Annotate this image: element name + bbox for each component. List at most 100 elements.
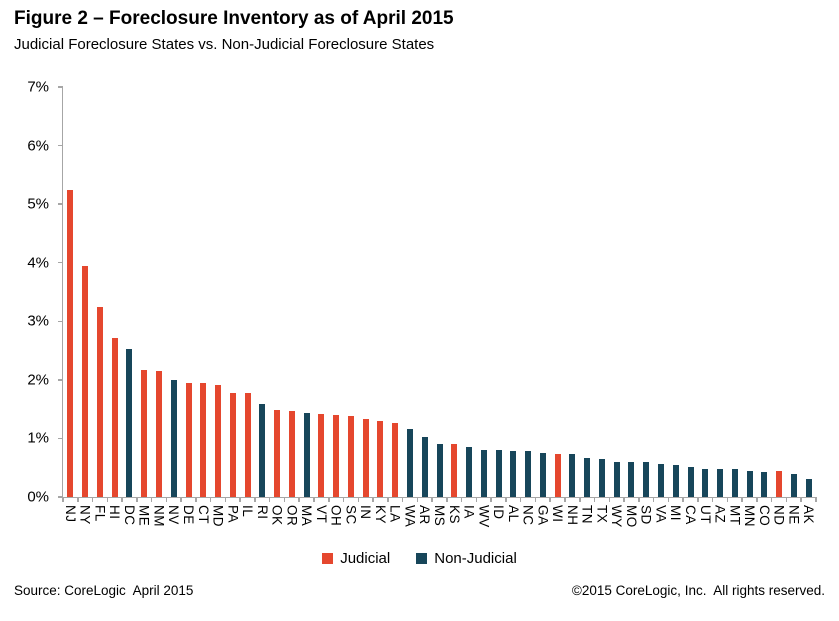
x-label-hi: HI <box>107 505 123 520</box>
x-label-mo: MO <box>623 505 639 528</box>
x-label-co: CO <box>756 505 772 527</box>
bar-chart-plot-area: 0% 1% 2% 3% 4% 5% 6% 7% NJ NY FL HI DC ME NM NV DE CT MD PA… <box>27 80 817 528</box>
y-axis-tick-label: 7% <box>27 78 49 96</box>
x-label-ut: UT <box>697 505 713 524</box>
x-axis-tick-mark <box>667 497 670 502</box>
x-axis-tick-mark <box>401 497 404 502</box>
bar-fl <box>96 306 103 497</box>
x-axis-tick-mark <box>446 497 448 502</box>
x-label-mn: MN <box>742 505 758 527</box>
legend-item-judicial: Judicial <box>322 550 390 567</box>
x-label-wv: WV <box>476 505 492 528</box>
y-axis-tick-mark <box>58 261 63 264</box>
x-label-or: OR <box>284 505 300 527</box>
x-axis-tick-mark <box>91 497 94 502</box>
bar-id <box>495 450 502 497</box>
bar-ct <box>200 383 207 497</box>
non-judicial-swatch-icon <box>416 553 428 564</box>
x-label-nd: ND <box>771 505 787 526</box>
x-label-me: ME <box>136 505 152 527</box>
bar-wv <box>480 450 487 497</box>
y-axis-tick-label: 2% <box>27 371 49 389</box>
bar-ne <box>790 474 797 497</box>
x-axis-tick-mark <box>239 497 241 502</box>
y-axis-tick-mark <box>58 379 63 381</box>
bar-nh <box>569 453 576 497</box>
x-label-ny: NY <box>77 505 93 525</box>
x-label-dc: DC <box>121 505 137 526</box>
x-axis-tick-mark <box>224 497 227 502</box>
x-axis-tick-mark <box>195 497 197 502</box>
bar-ca <box>687 467 694 497</box>
x-label-mi: MI <box>668 505 684 521</box>
x-label-ga: GA <box>535 505 551 526</box>
x-label-ma: MA <box>299 505 315 527</box>
x-axis-tick-mark <box>697 497 699 502</box>
bar-md <box>215 384 222 497</box>
figure-subtitle: Judicial Foreclosure States vs. Non-Judi… <box>14 36 435 53</box>
x-label-sc: SC <box>343 505 359 525</box>
x-axis-tick-mark <box>579 497 581 502</box>
x-axis-tick-mark <box>593 497 596 502</box>
x-label-tn: TN <box>579 505 595 524</box>
bar-nc <box>525 451 532 497</box>
x-axis-tick-mark <box>741 497 743 502</box>
legend-judicial-label: Judicial <box>340 550 391 567</box>
judicial-swatch-icon <box>322 553 334 564</box>
x-label-sd: SD <box>638 505 654 525</box>
x-axis-tick-mark <box>726 497 729 502</box>
bar-nv <box>170 379 177 497</box>
x-label-ca: CA <box>683 505 698 525</box>
x-axis-tick-mark <box>652 497 655 502</box>
bar-wi <box>554 453 561 497</box>
bar-ut <box>702 468 709 497</box>
bar-in <box>362 419 369 497</box>
bar-il <box>244 393 251 497</box>
x-label-ky: KY <box>372 505 388 525</box>
x-axis-tick-mark <box>608 497 611 502</box>
x-label-ok: OK <box>269 505 285 526</box>
y-axis-tick-mark <box>58 437 63 440</box>
x-axis-tick-mark <box>785 497 788 502</box>
chart-legend: Judicial Non-Judicial <box>0 550 839 567</box>
x-label-oh: OH <box>328 505 344 527</box>
x-label-nv: NV <box>166 505 182 525</box>
x-label-in: IN <box>358 505 374 520</box>
x-label-fl: FL <box>92 505 108 522</box>
x-axis-tick-mark <box>549 497 551 502</box>
x-label-nj: NJ <box>62 505 78 523</box>
figure-title: Figure 2 – Foreclosure Inventory as of A… <box>14 8 454 29</box>
x-label-nm: NM <box>151 505 167 527</box>
bar-ak <box>805 478 812 497</box>
bar-nd <box>776 471 783 497</box>
x-axis-tick-mark <box>534 497 537 502</box>
x-label-ri: RI <box>254 505 270 520</box>
x-axis-tick-mark <box>121 497 123 502</box>
bar-ks <box>451 444 458 497</box>
x-label-md: MD <box>210 505 226 527</box>
x-axis-tick-mark <box>372 497 374 502</box>
x-axis-tick-mark <box>106 497 109 502</box>
x-label-tx: TX <box>594 505 610 524</box>
bar-nm <box>155 370 162 497</box>
x-axis-tick-mark <box>564 497 566 502</box>
x-axis-tick-mark <box>165 497 168 502</box>
x-axis-tick-mark <box>711 497 714 502</box>
bar-me <box>141 369 148 497</box>
x-axis-tick-mark <box>254 497 256 502</box>
x-axis-tick-mark <box>505 497 507 502</box>
bar-ar <box>421 436 428 497</box>
y-axis-tick-mark <box>58 86 63 88</box>
x-axis-tick-mark <box>136 497 138 502</box>
x-label-la: LA <box>387 505 403 523</box>
source-note: Source: CoreLogic April 2015 <box>14 583 194 598</box>
x-axis-tick-mark <box>416 497 419 502</box>
x-label-ia: IA <box>461 505 477 519</box>
x-axis-tick-mark <box>815 497 817 502</box>
y-axis-tick-label: 4% <box>27 254 49 272</box>
bar-co <box>761 471 768 497</box>
y-axis-tick-label: 6% <box>27 137 49 155</box>
y-axis-tick-mark <box>58 203 63 205</box>
x-axis-tick-mark <box>342 497 345 502</box>
